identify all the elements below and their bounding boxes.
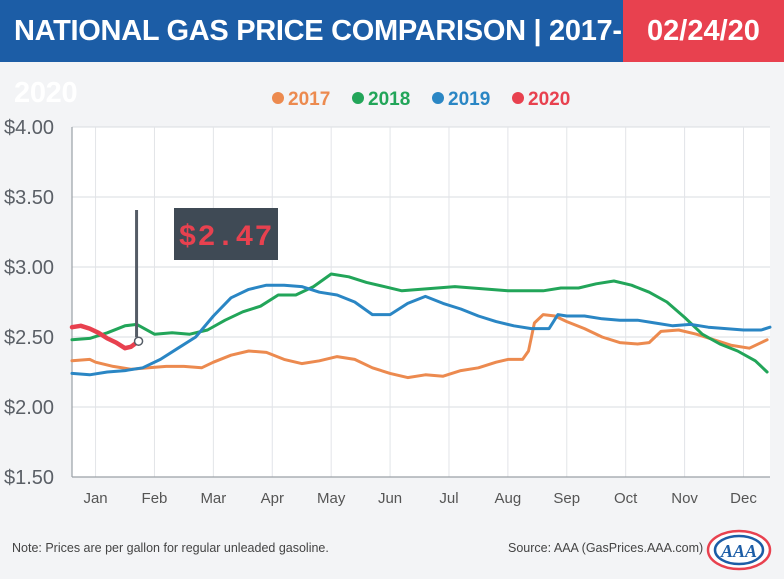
x-tick-label: Jan <box>83 490 107 507</box>
x-tick-label: Sep <box>553 490 580 507</box>
y-tick-label: $1.50 <box>4 467 54 489</box>
aaa-logo: AAA <box>706 529 772 571</box>
legend-marker-2018 <box>352 92 364 104</box>
x-tick-label: Jun <box>378 490 402 507</box>
series-line-2018 <box>70 272 769 374</box>
header: NATIONAL GAS PRICE COMPARISON | 2017-202… <box>0 0 784 109</box>
legend-label-2019: 2019 <box>448 89 490 110</box>
y-tick-label: $4.00 <box>4 117 54 139</box>
series-line-2019 <box>70 283 772 377</box>
y-tick-label: $3.50 <box>4 187 54 209</box>
footnote: Note: Prices are per gallon for regular … <box>12 541 329 555</box>
plot-area <box>72 127 770 477</box>
source-credit: Source: AAA (GasPrices.AAA.com) <box>508 541 704 555</box>
y-tick-label: $3.00 <box>4 257 54 279</box>
x-tick-label: Aug <box>495 490 522 507</box>
date-badge: 02/24/20 <box>623 0 784 62</box>
x-tick-label: Mar <box>200 490 226 507</box>
callout-value: $2.47 <box>178 221 273 255</box>
x-tick-label: Jul <box>439 490 458 507</box>
x-tick-label: Apr <box>261 490 284 507</box>
series-line-2017 <box>70 313 769 380</box>
aaa-logo-text: AAA <box>720 541 757 561</box>
y-tick-label: $2.00 <box>4 397 54 419</box>
x-tick-label: Dec <box>730 490 757 507</box>
x-tick-label: May <box>317 490 346 507</box>
x-tick-label: Oct <box>614 490 638 507</box>
callout-point <box>133 336 144 346</box>
legend-label-2017: 2017 <box>288 89 330 110</box>
legend-marker-2020 <box>512 92 524 104</box>
legend-label-2020: 2020 <box>528 89 570 110</box>
legend-marker-2019 <box>432 92 444 104</box>
callout-box <box>174 208 278 260</box>
chart-title: NATIONAL GAS PRICE COMPARISON | 2017-202… <box>0 0 623 109</box>
x-tick-label: Feb <box>142 490 168 507</box>
legend-marker-2017 <box>272 92 284 104</box>
series-line-2020 <box>69 323 141 351</box>
line-chart: $4.00 $3.50 $3.00 $2.50 $2.00 $1.50 Jan Feb Mar A… <box>4 89 772 507</box>
legend-label-2018: 2018 <box>368 89 410 110</box>
x-tick-label: Nov <box>671 490 698 507</box>
y-tick-label: $2.50 <box>4 327 54 349</box>
